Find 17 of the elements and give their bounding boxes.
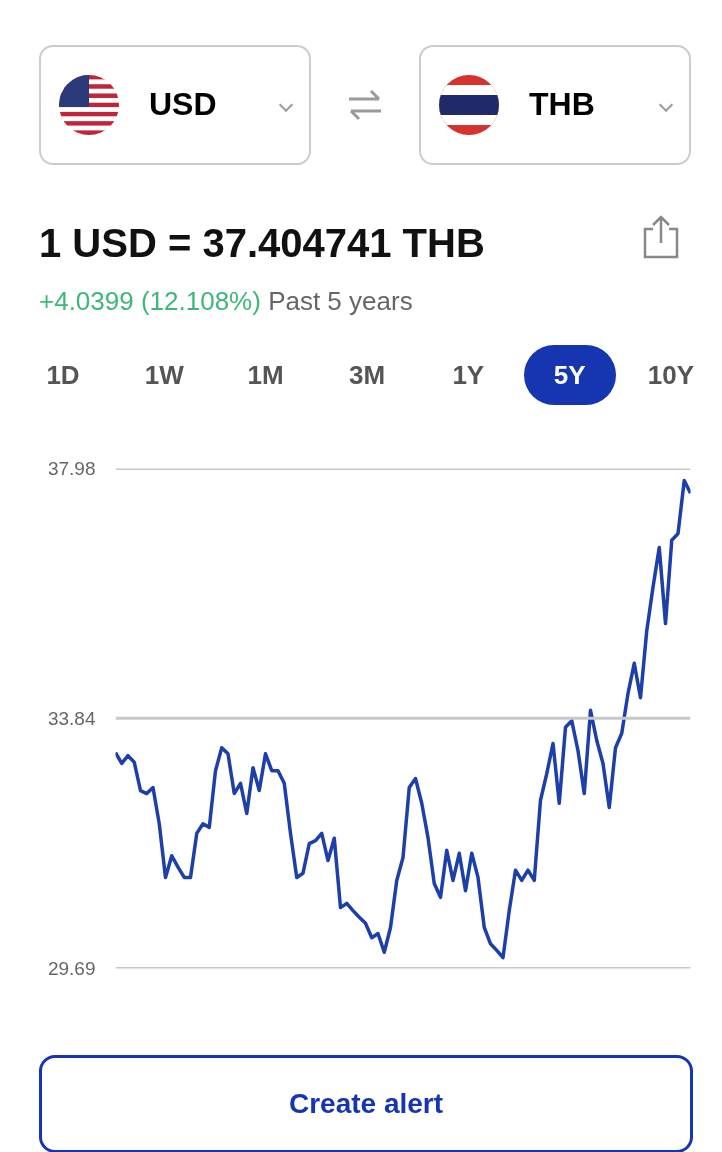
y-tick-label: 33.84 bbox=[47, 707, 96, 729]
text: 1M bbox=[246, 359, 285, 392]
text: 5Y bbox=[523, 345, 616, 405]
y-tick-label: 37.98 bbox=[47, 458, 96, 479]
text: Create alert bbox=[39, 1055, 693, 1152]
text: 3M bbox=[347, 359, 387, 392]
text: +4.0399 (12.108%) bbox=[39, 286, 261, 316]
chart-title: 1 USD = 37.404741 THB bbox=[39, 220, 485, 267]
text: 1D bbox=[45, 359, 81, 392]
text: THB bbox=[529, 85, 596, 125]
y-tick-label: 29.69 bbox=[47, 958, 96, 979]
line-series bbox=[115, 478, 691, 960]
text: 10Y bbox=[646, 359, 696, 392]
text: USD bbox=[149, 85, 218, 125]
text: 1W bbox=[143, 359, 185, 392]
text: 1Y bbox=[451, 359, 486, 392]
text: Past 5 years bbox=[268, 286, 413, 316]
